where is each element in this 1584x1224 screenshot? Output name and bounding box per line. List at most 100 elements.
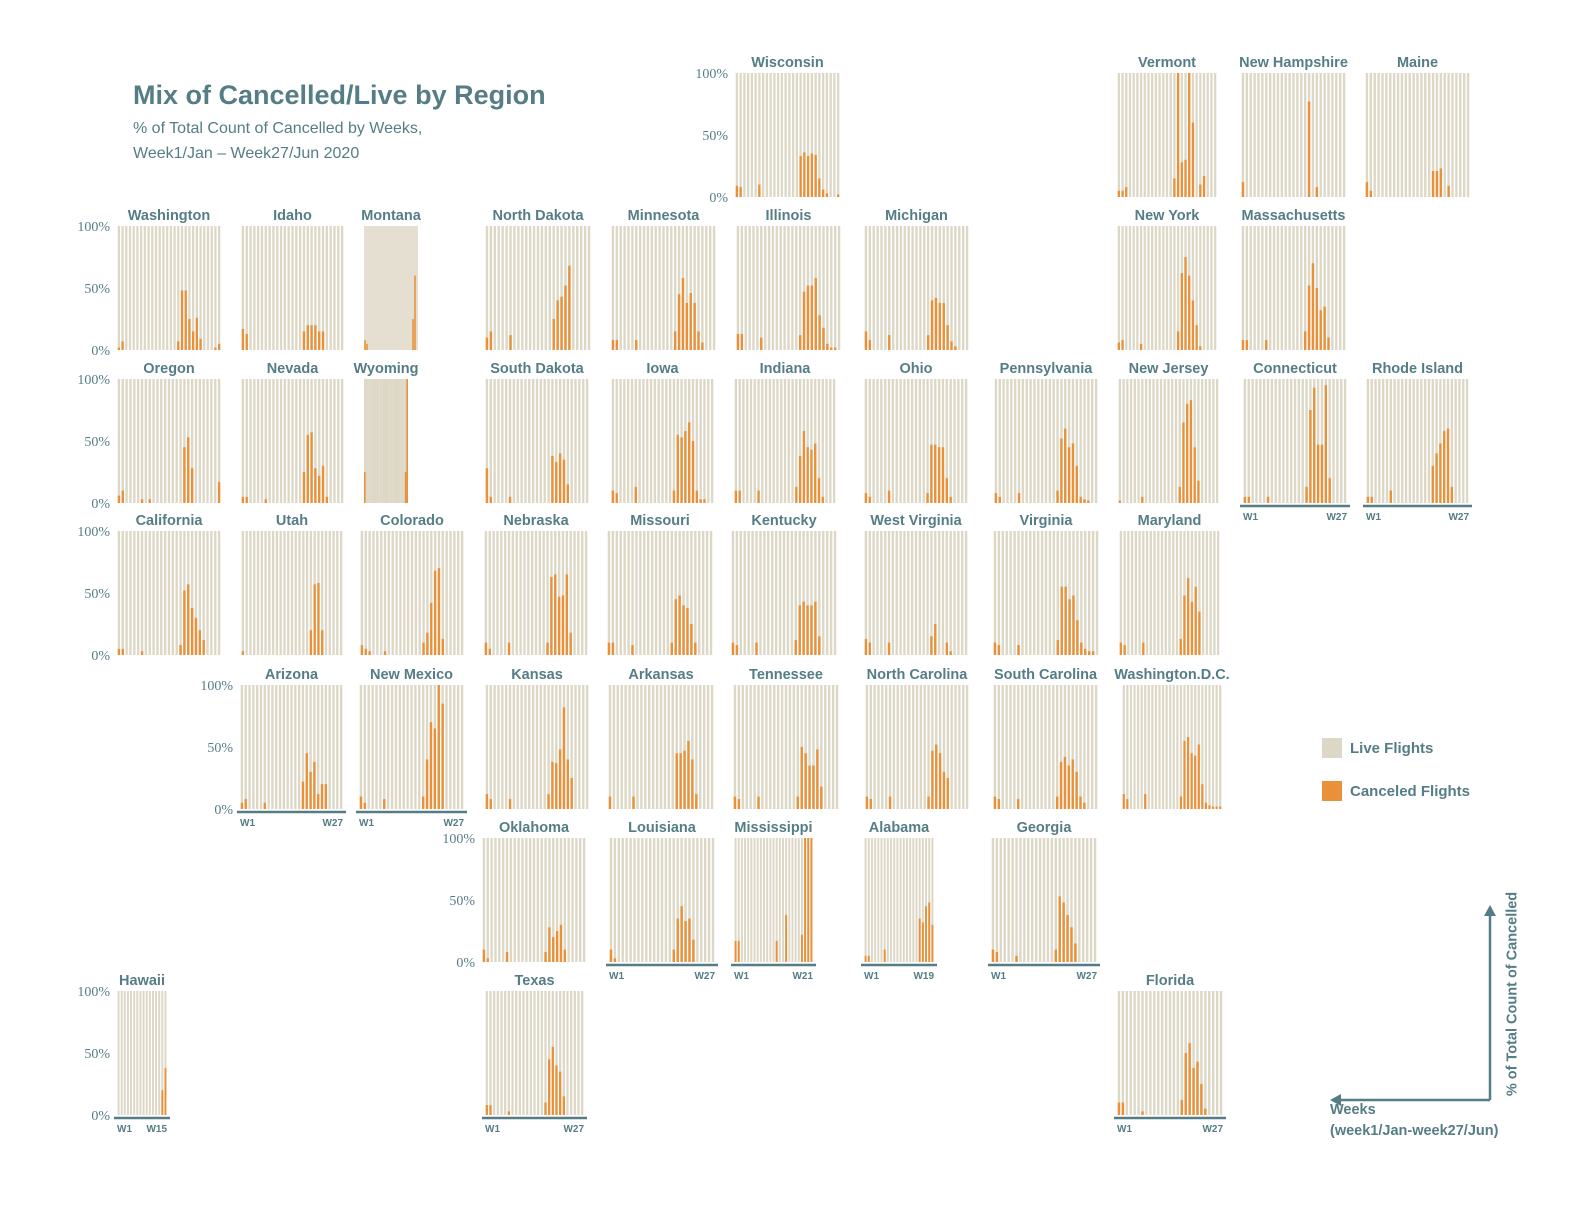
live-bar-maryland: [1134, 531, 1137, 655]
canceled-bar-utah: [309, 630, 313, 655]
live-bar-north-dakota: [572, 226, 575, 350]
live-bar-new-mexico: [425, 685, 429, 809]
live-bar-california: [156, 531, 159, 655]
live-bar-vermont: [1139, 73, 1143, 197]
live-bar-oklahoma: [540, 838, 543, 962]
live-bar-michigan: [895, 226, 899, 350]
canceled-bar-illinois: [833, 347, 837, 350]
live-bar-oklahoma: [486, 838, 489, 962]
live-bar-massachusetts: [1249, 226, 1252, 350]
ytick-label-arizona: 100%: [200, 679, 233, 694]
canceled-bar-kansas: [555, 763, 558, 809]
canceled-bar-indiana: [734, 490, 738, 503]
live-bar-alabama: [899, 838, 902, 962]
canceled-bar-colorado: [383, 651, 387, 655]
live-bar-montana: [376, 226, 378, 350]
live-bar-idaho: [256, 226, 260, 350]
canceled-bar-mississippi: [800, 934, 803, 962]
live-bar-minnesota: [650, 226, 654, 350]
live-bar-north-dakota: [517, 226, 520, 350]
ytick-label-california: 100%: [77, 525, 110, 540]
ytick-label-washington: 0%: [91, 344, 110, 359]
live-bar-new-hampshire: [1280, 73, 1284, 197]
canceled-bar-new-jersey: [1118, 500, 1122, 503]
live-bar-maine: [1416, 73, 1419, 197]
live-bar-maine: [1373, 73, 1376, 197]
live-bar-west-virginia: [964, 531, 968, 655]
live-bar-vermont: [1147, 73, 1150, 197]
live-bar-indiana: [757, 379, 760, 503]
canceled-bar-alabama: [864, 955, 867, 962]
live-bar-iowa: [611, 379, 615, 503]
live-bar-washington: [151, 226, 154, 350]
canceled-bar-washington-d-c: [1186, 737, 1190, 809]
live-bar-south-dakota: [543, 379, 546, 503]
canceled-bar-rhode-island: [1443, 431, 1446, 503]
live-bar-tennessee: [753, 685, 756, 809]
live-bar-oregon: [171, 379, 175, 503]
live-bar-maryland: [1183, 531, 1186, 655]
canceled-bar-alabama: [883, 949, 886, 962]
canceled-bar-louisiana: [613, 958, 617, 962]
live-bar-nebraska: [569, 531, 572, 655]
live-bar-colorado: [410, 531, 414, 655]
live-bar-pennsylvania: [1087, 379, 1090, 503]
live-bar-wyoming: [374, 379, 377, 503]
live-bar-michigan: [961, 226, 965, 350]
live-bar-wyoming: [363, 379, 366, 503]
live-bar-virginia: [1080, 531, 1083, 655]
live-bar-washington: [128, 226, 132, 350]
canceled-bar-colorado: [368, 651, 371, 655]
live-bar-illinois: [771, 226, 775, 350]
live-bar-minnesota: [623, 226, 626, 350]
canceled-bar-arizona: [305, 753, 308, 809]
live-bar-alabama: [905, 838, 908, 962]
live-bar-washington: [154, 226, 158, 350]
canceled-bar-mississippi: [785, 914, 788, 962]
live-bar-michigan: [903, 226, 907, 350]
live-bar-indiana: [734, 379, 738, 503]
live-bar-montana: [382, 226, 384, 350]
live-bar-wyoming: [400, 379, 402, 503]
live-bar-georgia: [999, 838, 1003, 962]
live-bar-tennessee: [784, 685, 788, 809]
live-bar-colorado: [360, 531, 364, 655]
canceled-bar-georgia: [995, 952, 999, 962]
ytick-label-hawaii: 50%: [84, 1047, 110, 1062]
live-bar-ohio: [899, 379, 902, 503]
live-bar-maryland: [1160, 531, 1164, 655]
live-bar-rhode-island: [1389, 379, 1392, 503]
canceled-bar-utah: [317, 583, 320, 655]
canceled-bar-washington-d-c: [1122, 794, 1125, 809]
live-bar-ohio: [964, 379, 968, 503]
live-bar-missouri: [643, 531, 646, 655]
canceled-bar-new-jersey: [1193, 447, 1196, 503]
live-bar-south-dakota: [485, 379, 489, 503]
canceled-bar-alabama: [928, 902, 931, 962]
live-bar-maryland: [1179, 531, 1182, 655]
live-bar-south-carolina: [1013, 685, 1016, 809]
live-bar-hawaii: [145, 991, 148, 1115]
live-bar-oregon: [217, 379, 221, 503]
live-bar-iowa: [699, 379, 702, 503]
live-bar-new-mexico: [414, 685, 417, 809]
live-bar-california: [171, 531, 175, 655]
live-bar-south-carolina: [1040, 685, 1043, 809]
state-label-maryland: Maryland: [1138, 513, 1202, 529]
canceled-bar-texas: [559, 1071, 562, 1115]
canceled-bar-mississippi: [804, 838, 807, 962]
live-bar-tennessee: [792, 685, 796, 809]
live-bar-arizona: [301, 685, 305, 809]
live-bar-minnesota: [693, 226, 696, 350]
live-bar-pennsylvania: [1010, 379, 1013, 503]
canceled-bar-new-york: [1180, 273, 1183, 350]
canceled-bar-new-york: [1121, 340, 1124, 350]
live-bar-michigan: [919, 226, 922, 350]
canceled-bar-pennsylvania: [1017, 493, 1021, 503]
canceled-bar-maine: [1435, 170, 1439, 197]
live-bar-north-dakota: [501, 226, 504, 350]
live-bar-hawaii: [126, 991, 129, 1115]
live-bar-oregon: [133, 379, 136, 503]
canceled-bar-maine: [1365, 182, 1369, 197]
canceled-bar-massachusetts: [1241, 340, 1245, 350]
